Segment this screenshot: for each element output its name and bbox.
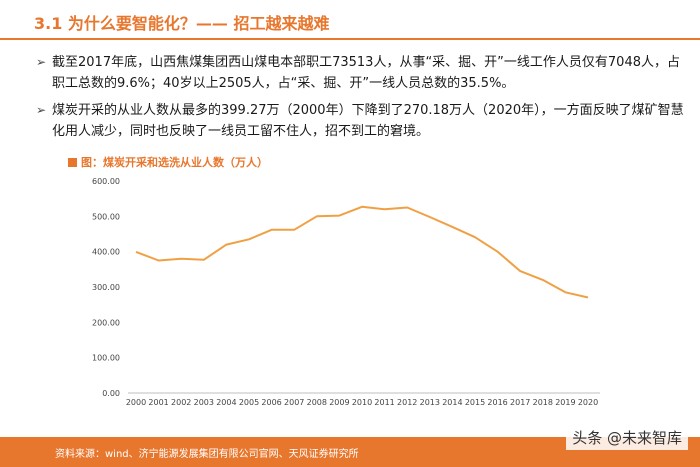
x-tick-label: 2003	[194, 398, 214, 407]
employment-line-chart: 600.00 500.00 400.00 300.00 200.00 100.00 0.00…	[92, 177, 600, 407]
footer-source: 资料来源：wind、济宁能源发展集团有限公司官网、天风证券研究所	[55, 449, 359, 460]
x-tick-label: 2019	[555, 398, 575, 407]
y-tick-label: 600.00	[92, 177, 120, 186]
x-tick-label: 2014	[442, 398, 462, 407]
x-tick-label: 2020	[578, 398, 598, 407]
x-tick-label: 2007	[284, 398, 304, 407]
x-tick-label: 2013	[420, 398, 440, 407]
chart-title: 图：煤炭开采和选洗从业人数（万人）	[68, 154, 268, 170]
x-tick-label: 2005	[239, 398, 259, 407]
x-tick-label: 2009	[329, 398, 349, 407]
bullet-list: ➢ 截至2017年底，山西焦煤集团西山煤电本部职工73513人，从事“采、掘、开…	[36, 52, 686, 148]
bullet-item: ➢ 截至2017年底，山西焦煤集团西山煤电本部职工73513人，从事“采、掘、开…	[36, 52, 686, 94]
arrow-bullet-icon: ➢	[36, 103, 47, 117]
chart-title-square-icon	[68, 158, 77, 167]
x-axis: 2000 2001 2002 2003 2004 2005 2006 2007 2008 2009…	[126, 392, 600, 407]
x-tick-label: 2010	[352, 398, 372, 407]
y-tick-label: 300.00	[92, 283, 120, 292]
y-tick-label: 0.00	[102, 389, 120, 398]
x-tick-label: 2008	[307, 398, 327, 407]
x-tick-label: 2012	[397, 398, 417, 407]
y-tick-label: 200.00	[92, 318, 120, 327]
slide-title: 3.1 为什么要智能化？—— 招工越来越难	[34, 14, 330, 33]
y-tick-label: 100.00	[92, 354, 120, 363]
x-tick-label: 2016	[487, 398, 507, 407]
arrow-bullet-icon: ➢	[36, 55, 47, 69]
x-tick-label: 2000	[126, 398, 146, 407]
x-tick-label: 2002	[171, 398, 191, 407]
slide-header: 3.1 为什么要智能化？—— 招工越来越难	[0, 0, 700, 44]
y-axis: 600.00 500.00 400.00 300.00 200.00 100.00 0.00	[92, 177, 120, 398]
bullet-item: ➢ 煤炭开采的从业人数从最多的399.27万（2000年）下降到了270.18万…	[36, 100, 686, 142]
x-tick-label: 2006	[261, 398, 281, 407]
header-divider	[0, 38, 700, 40]
x-tick-label: 2001	[148, 398, 168, 407]
bullet-text: 截至2017年底，山西焦煤集团西山煤电本部职工73513人，从事“采、掘、开”一…	[52, 55, 680, 91]
x-tick-label: 2018	[533, 398, 553, 407]
y-tick-label: 400.00	[92, 248, 120, 257]
chart-title-text: 图：煤炭开采和选洗从业人数（万人）	[81, 156, 268, 169]
y-tick-label: 500.00	[92, 212, 120, 221]
x-tick-label: 2017	[510, 398, 530, 407]
x-tick-label: 2015	[465, 398, 485, 407]
x-tick-label: 2004	[216, 398, 236, 407]
series-layer	[135, 205, 589, 299]
x-tick-label: 2011	[374, 398, 394, 407]
bullet-text: 煤炭开采的从业人数从最多的399.27万（2000年）下降到了270.18万人（…	[52, 103, 684, 139]
series-line	[135, 205, 589, 299]
watermark: 头条 @未来智库	[566, 425, 688, 450]
